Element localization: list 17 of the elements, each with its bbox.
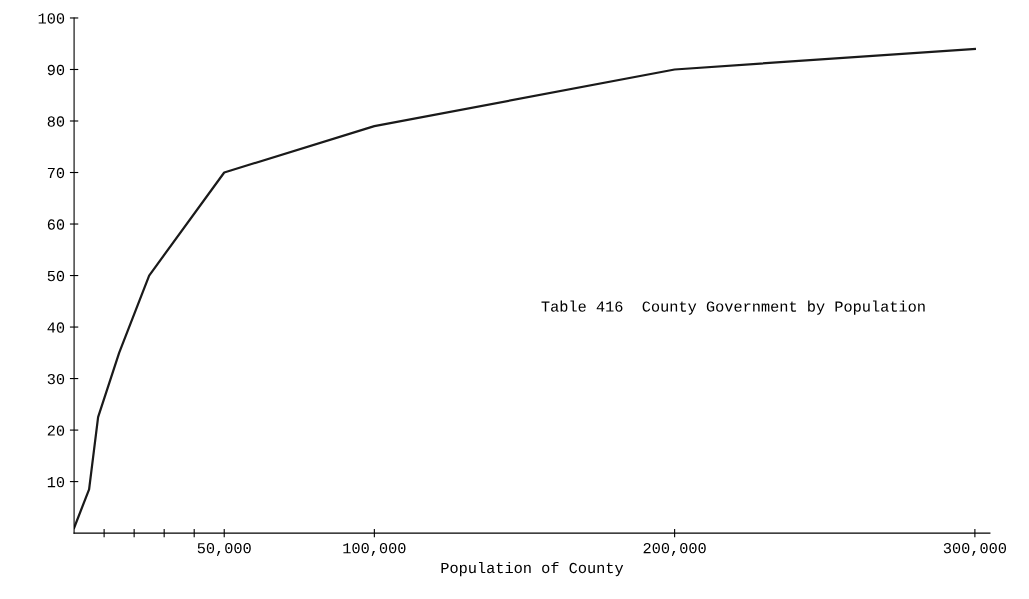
annotation: Table 416 County Government by Population: [541, 300, 925, 315]
y-tick-label: 40: [47, 322, 65, 333]
y-tick-label: 60: [47, 219, 65, 230]
y-tick-label: 90: [47, 64, 65, 76]
x-tick-label: 50,000: [197, 542, 251, 556]
y-tick-label: 50: [47, 270, 65, 282]
y-tick-label: 70: [47, 167, 65, 179]
y-tick-label: 10: [47, 476, 65, 488]
line-series: [74, 47, 976, 530]
x-axis-title: Population of County: [441, 561, 624, 577]
x-tick-label: 100,000: [343, 542, 406, 556]
y-tick-label: 30: [47, 373, 65, 385]
y-tick-label: 80: [47, 116, 65, 127]
x-tick-label: 200,000: [643, 542, 706, 556]
x-tick-label: 300,000: [943, 542, 1007, 556]
y-tick-label: 20: [47, 425, 65, 436]
y-tick-label: 100: [38, 13, 65, 24]
